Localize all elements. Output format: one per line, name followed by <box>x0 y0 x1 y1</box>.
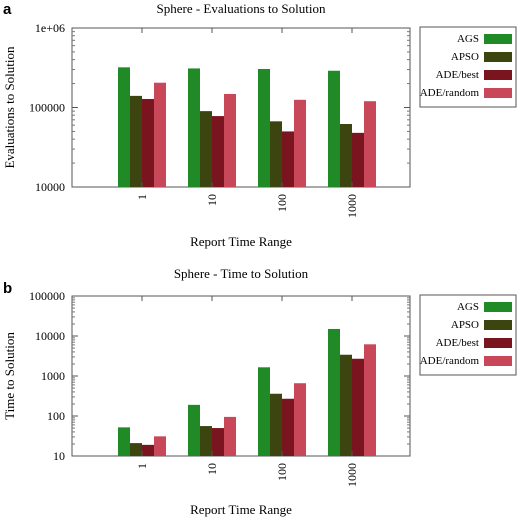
bar-apso <box>200 111 212 187</box>
bar-apso <box>130 95 142 187</box>
legend-swatch <box>484 320 512 330</box>
bar-ade-random <box>224 93 236 187</box>
legend-label: ADE/best <box>436 69 479 81</box>
panel-label: b <box>3 280 12 297</box>
bar-ade-random <box>364 344 376 456</box>
y-tick-label: 100 <box>47 409 65 423</box>
legend-label: ADE/best <box>436 337 479 349</box>
x-tick-label: 1000 <box>345 194 359 218</box>
bar-ade-random <box>224 416 236 456</box>
legend-swatch <box>484 34 512 44</box>
bar-ags <box>118 427 130 456</box>
bar-apso <box>340 354 352 456</box>
y-tick-label: 10000 <box>35 329 65 343</box>
legend-label: ADE/random <box>420 87 480 99</box>
bar-ags <box>118 67 130 187</box>
legend-swatch <box>484 70 512 80</box>
legend-swatch <box>484 338 512 348</box>
bar-apso <box>270 393 282 456</box>
legend-label: APSO <box>451 51 479 63</box>
legend-label: ADE/random <box>420 355 480 367</box>
x-axis-label: Report Time Range <box>190 502 292 517</box>
legend-label: AGS <box>457 301 479 313</box>
x-axis-label: Report Time Range <box>190 234 292 249</box>
legend-swatch <box>484 88 512 98</box>
bar-ade-random <box>154 82 166 187</box>
x-tick-label: 1000 <box>345 463 359 487</box>
bar-ags <box>328 328 340 456</box>
legend: AGS APSO ADE/best ADE/random <box>419 294 517 376</box>
bar-ade-random <box>294 383 306 456</box>
bar-ade-random <box>364 101 376 187</box>
x-tick-label: 1 <box>135 194 149 200</box>
bar-apso <box>340 124 352 187</box>
bar-ade-best <box>352 358 364 456</box>
bar-apso <box>200 426 212 456</box>
bar-ade-best <box>142 444 154 456</box>
bar-ade-best <box>142 98 154 187</box>
bar-ade-best <box>352 132 364 187</box>
bar-ags <box>188 404 200 456</box>
legend-label: AGS <box>457 33 479 45</box>
chart-title: Sphere - Time to Solution <box>174 266 309 281</box>
y-tick-label: 1e+06 <box>35 21 65 35</box>
chart-title: Sphere - Evaluations to Solution <box>157 1 326 16</box>
bar-ade-random <box>294 99 306 187</box>
legend-swatch <box>484 302 512 312</box>
x-tick-label: 100 <box>275 194 289 212</box>
x-tick-label: 100 <box>275 463 289 481</box>
x-tick-label: 10 <box>205 194 219 206</box>
bar-apso <box>130 443 142 456</box>
bar-ade-best <box>212 428 224 456</box>
bar-ags <box>258 68 270 187</box>
chart-panel-b: b Sphere - Time to Solution 10 100 1000 10000… <box>2 266 517 517</box>
bar-ade-random <box>154 436 166 456</box>
legend-swatch <box>484 356 512 366</box>
bar-ags <box>258 367 270 456</box>
y-axis-label: Evaluations to Solution <box>2 46 17 169</box>
bar-ade-best <box>282 398 294 456</box>
legend: AGS APSO ADE/best ADE/random <box>419 26 517 108</box>
bar-ade-best <box>212 116 224 187</box>
y-tick-label: 100000 <box>29 289 65 303</box>
bar-ade-best <box>282 131 294 187</box>
panel-label: a <box>3 1 12 18</box>
y-tick-label: 100000 <box>29 101 65 115</box>
y-axis-label: Time to Solution <box>2 332 17 420</box>
y-tick-label: 1000 <box>41 369 65 383</box>
bar-apso <box>270 121 282 187</box>
legend-swatch <box>484 52 512 62</box>
chart-panel-a: a Sphere - Evaluations to Solution 10000 10… <box>2 1 517 249</box>
legend-label: APSO <box>451 319 479 331</box>
bar-ags <box>328 70 340 187</box>
y-tick-label: 10 <box>53 449 65 463</box>
x-tick-label: 10 <box>205 463 219 475</box>
y-tick-label: 10000 <box>35 180 65 194</box>
bar-ags <box>188 68 200 187</box>
x-tick-label: 1 <box>135 463 149 469</box>
